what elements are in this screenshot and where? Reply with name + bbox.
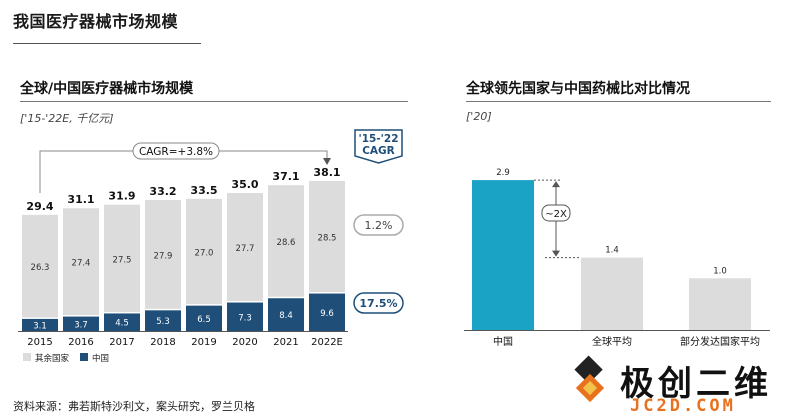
bar-rest-2016	[63, 208, 99, 316]
bar-china-label: 7.3	[238, 313, 252, 323]
legend-swatch-rest	[23, 353, 31, 361]
bar-rest-2021	[268, 185, 304, 297]
bar-china-2020	[227, 302, 263, 331]
page-title: 我国医疗器械市场规模	[13, 12, 179, 31]
bar-rest-label: 27.4	[72, 259, 91, 269]
x-tick-label: 2022E	[311, 337, 343, 348]
right-chart-subtitle: ['20]	[466, 110, 492, 123]
left-chart-subtitle: ['15-'22E, 千亿元]	[20, 112, 114, 125]
bar-total-label: 29.4	[26, 200, 53, 213]
bar-rest-2020	[227, 193, 263, 302]
right-chart-title: 全球领先国家与中国药械比对比情况	[466, 81, 690, 97]
bar-china-label: 3.7	[74, 320, 88, 330]
bar-china-label: 5.3	[156, 317, 170, 327]
legend-swatch-china	[80, 353, 88, 361]
cagr-arrowhead	[323, 158, 331, 165]
bar-china-2016	[63, 316, 99, 331]
legend-label-china: 中国	[92, 353, 109, 364]
bar-total-label: 37.1	[272, 170, 299, 183]
bar-china-2019	[186, 305, 222, 331]
x-tick-label: 部分发达国家平均	[680, 335, 760, 348]
bar-部分发达国家平均	[689, 278, 751, 330]
bar-全球平均	[581, 257, 643, 330]
bar-china-label: 8.4	[279, 311, 293, 321]
bar-total-label: 35.0	[231, 178, 258, 191]
bar-rest-label: 27.0	[195, 249, 214, 259]
bar-china-label: 3.1	[33, 321, 47, 331]
watermark-name: 极创二维	[620, 364, 772, 404]
watermark-domain: JC2D.COM	[630, 396, 736, 416]
compare-pill	[541, 204, 571, 222]
x-tick-label: 2017	[109, 337, 134, 348]
source-note: 资料来源：弗若斯特沙利文，案头研究，罗兰贝格	[13, 400, 255, 413]
bar-china-label: 9.6	[320, 309, 334, 319]
bar-china-label: 6.5	[197, 315, 211, 325]
right-chart-title-rule	[466, 101, 771, 102]
bar-value-label: 1.0	[713, 266, 727, 276]
title-divider	[13, 43, 201, 44]
compare-annotation: ~2X	[545, 209, 567, 220]
x-tick-label: 2019	[191, 337, 216, 348]
bar-total-label: 31.1	[67, 193, 94, 206]
compare-arrow-up	[552, 181, 560, 188]
legend-label-rest: 其余国家	[35, 353, 70, 364]
bar-total-label: 33.5	[190, 184, 217, 197]
bar-rest-2022E	[309, 180, 345, 293]
cagr-badge-china-label: 17.5%	[359, 297, 397, 310]
left-chart-title-rule	[20, 101, 408, 102]
cagr-badge-rest	[353, 214, 404, 236]
bar-中国	[472, 180, 534, 330]
bar-china-2018	[145, 310, 181, 331]
x-tick-label: 中国	[493, 335, 513, 348]
bar-rest-label: 26.3	[31, 263, 50, 273]
bar-total-label: 31.9	[108, 190, 135, 203]
x-tick-label: 2018	[150, 337, 175, 348]
bar-china-2022E	[309, 293, 345, 331]
compare-arrow-down	[552, 250, 560, 257]
x-tick-label: 2020	[232, 337, 257, 348]
cagr-overall: CAGR=+3.8%	[139, 146, 213, 158]
bar-rest-label: 27.7	[236, 244, 255, 254]
bar-total-label: 38.1	[313, 166, 340, 179]
cagr-header-box	[354, 129, 403, 164]
bar-rest-2015	[22, 214, 58, 318]
x-tick-label: 2021	[273, 337, 298, 348]
cagr-badge-rest-label: 1.2%	[365, 219, 393, 232]
bar-rest-2019	[186, 198, 222, 305]
left-chart-title: 全球/中国医疗器械市场规模	[20, 81, 194, 97]
bar-china-2015	[22, 318, 58, 331]
cagr-pill	[132, 142, 220, 160]
cagr-header-line1: '15-'22	[358, 133, 398, 145]
bar-rest-2018	[145, 200, 181, 309]
bar-rest-label: 28.6	[277, 238, 296, 248]
x-tick-label: 全球平均	[592, 335, 632, 348]
bar-china-2021	[268, 298, 304, 331]
cagr-badge-china	[353, 292, 404, 314]
bar-rest-2017	[104, 204, 140, 312]
bar-value-label: 1.4	[605, 246, 619, 256]
x-tick-label: 2016	[68, 337, 93, 348]
bar-rest-label: 27.5	[113, 255, 132, 265]
bar-value-label: 2.9	[496, 168, 510, 178]
bar-rest-label: 27.9	[154, 251, 173, 261]
bar-total-label: 33.2	[149, 185, 176, 198]
x-tick-label: 2015	[27, 337, 52, 348]
cagr-header-line2: CAGR	[362, 145, 395, 157]
bar-china-label: 4.5	[115, 319, 129, 329]
bar-rest-label: 28.5	[318, 233, 337, 243]
bar-china-2017	[104, 313, 140, 331]
